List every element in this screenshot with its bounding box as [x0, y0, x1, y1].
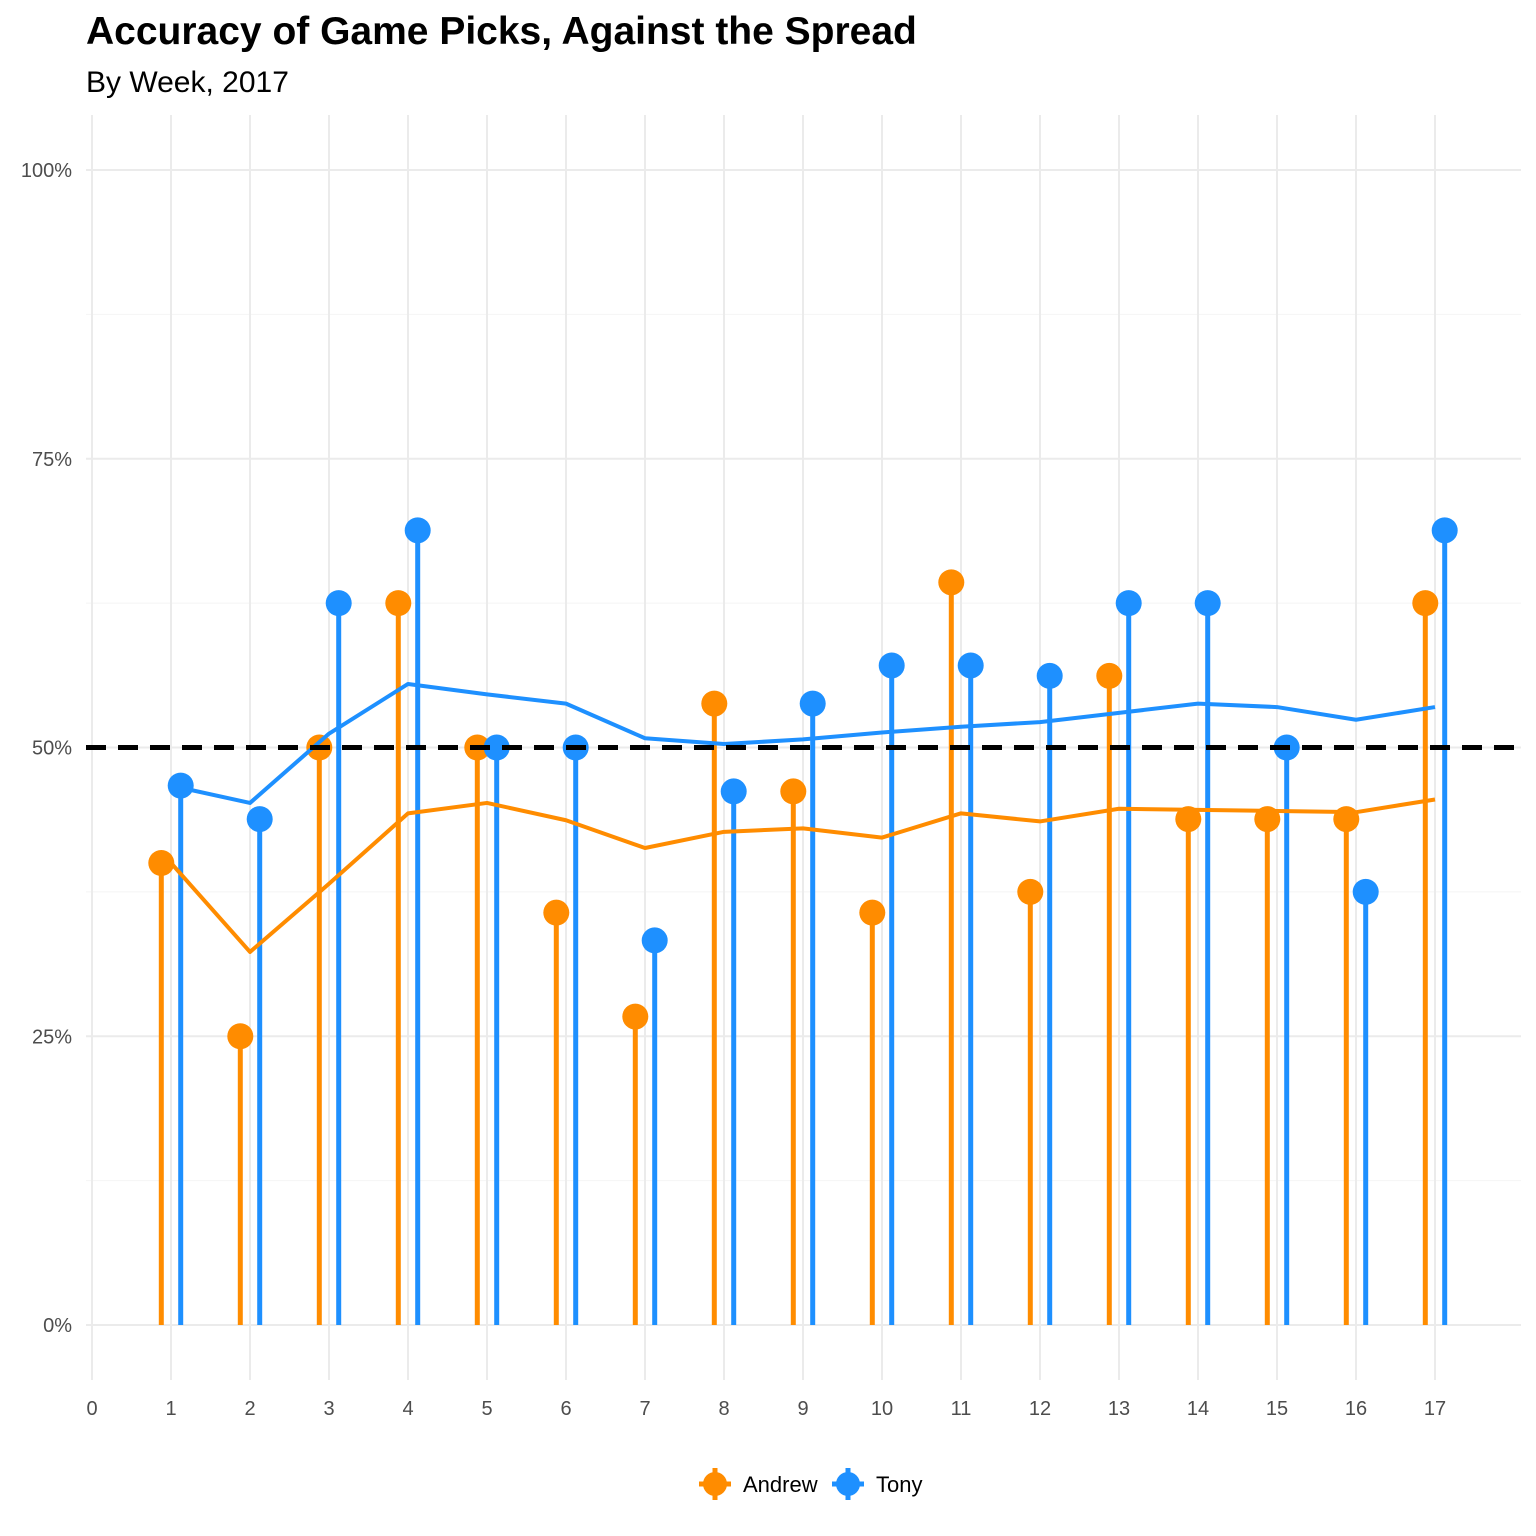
x-tick-label: 7	[639, 1398, 650, 1420]
legend-key-point	[703, 1472, 727, 1496]
lollipop-point	[1096, 662, 1123, 689]
lollipop-point	[1115, 590, 1142, 617]
lollipop-point	[1431, 517, 1458, 544]
lollipop-point	[1036, 662, 1063, 689]
lollipop-point	[957, 652, 984, 679]
lollipop-point	[720, 778, 747, 805]
lollipop-point	[799, 690, 826, 717]
x-tick-label: 6	[560, 1398, 571, 1420]
lollipop-point	[404, 517, 431, 544]
x-tick-label: 3	[323, 1398, 334, 1420]
legend-label: Tony	[876, 1472, 922, 1497]
lollipop-point	[483, 734, 510, 761]
chart-title: Accuracy of Game Picks, Against the Spre…	[86, 10, 917, 53]
y-tick-label: 25%	[32, 1026, 72, 1048]
lollipop-point	[938, 569, 965, 596]
y-tick-label: 0%	[43, 1315, 72, 1337]
cumulative-lines	[169, 681, 1436, 954]
series-tony	[167, 517, 1458, 1325]
legend-item-tony: Tony	[832, 1468, 922, 1500]
lollipop-point	[1412, 590, 1439, 617]
legend-item-andrew: Andrew	[699, 1468, 818, 1500]
lollipops	[148, 517, 1458, 1325]
x-tick-label: 14	[1187, 1398, 1209, 1420]
x-tick-label: 1	[165, 1398, 176, 1420]
lollipop-point	[641, 927, 668, 954]
lollipop-point	[246, 806, 273, 833]
x-tick-label: 12	[1029, 1398, 1051, 1420]
x-tick-label: 16	[1345, 1398, 1367, 1420]
y-tick-label: 75%	[32, 449, 72, 471]
axis-tick-labels: 0%25%50%75%100%0 1 2 3 4 5 6 7 8 9 10 11 12 13 14 15 16 1…	[21, 160, 1446, 1420]
lollipop-point	[1017, 878, 1044, 905]
x-tick-label: 15	[1266, 1398, 1288, 1420]
lollipop-point	[1175, 806, 1202, 833]
lollipop-point	[1194, 590, 1221, 617]
x-tick-label: 13	[1108, 1398, 1130, 1420]
y-tick-label: 100%	[21, 160, 72, 182]
x-tick-label: 8	[718, 1398, 729, 1420]
lollipop-point	[780, 778, 807, 805]
x-tick-label: 11	[951, 1398, 972, 1420]
x-tick-label: 2	[244, 1398, 255, 1420]
lollipop-point	[701, 690, 728, 717]
legend: Andrew Tony	[699, 1468, 922, 1500]
lollipop-point	[1352, 878, 1379, 905]
legend-key-point	[836, 1472, 860, 1496]
x-tick-label: 9	[797, 1398, 808, 1420]
x-tick-label: 5	[481, 1398, 492, 1420]
lollipop-point	[227, 1023, 254, 1050]
x-tick-label: 4	[402, 1398, 413, 1420]
lollipop-point	[543, 899, 570, 926]
series-andrew	[148, 569, 1439, 1325]
x-tick-label: 0	[86, 1398, 97, 1420]
chart-subtitle: By Week, 2017	[86, 66, 289, 99]
cumulative-line-tony	[170, 681, 1436, 805]
lollipop-point	[385, 590, 412, 617]
lollipop-point	[622, 1003, 649, 1030]
lollipop-point	[878, 652, 905, 679]
lollipop-point	[325, 590, 352, 617]
x-tick-label: 10	[871, 1398, 893, 1420]
cumulative-line-andrew	[169, 797, 1436, 954]
y-tick-label: 50%	[32, 738, 72, 760]
x-tick-label: 17	[1424, 1398, 1446, 1420]
lollipop-point	[167, 772, 194, 799]
legend-label: Andrew	[743, 1472, 818, 1497]
lollipop-point	[148, 850, 175, 876]
lollipop-point	[859, 899, 886, 926]
